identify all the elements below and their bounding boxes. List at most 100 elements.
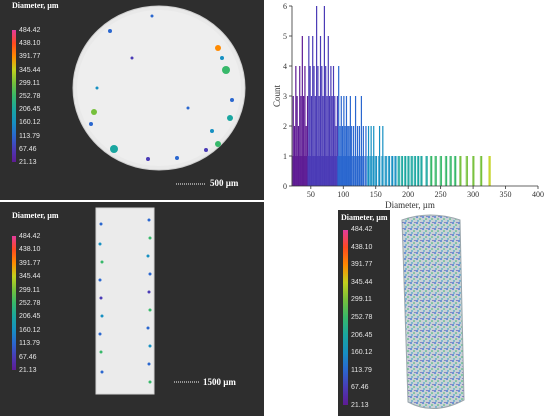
histogram-bar-fill — [420, 156, 423, 186]
legend-label: 484.42 — [19, 27, 41, 34]
legend-label: 484.42 — [19, 233, 41, 240]
legend-title: Diameter, µm — [12, 211, 59, 220]
histogram-bar — [309, 66, 311, 186]
legend-label: 391.77 — [351, 261, 373, 269]
histogram-bar — [322, 96, 324, 186]
histogram-bar-fill — [403, 156, 407, 186]
histogram-bar-fill — [327, 156, 331, 186]
legend-label: 438.10 — [351, 243, 373, 251]
legend-label: 21.13 — [19, 159, 37, 166]
histogram-bar-fill — [394, 156, 397, 186]
histogram-bar-fill — [472, 156, 475, 186]
histogram-bar-fill — [429, 156, 433, 186]
histogram-bar-fill — [364, 156, 367, 186]
volume-render-panel: Diameter, µm 484.42 438.10 391.77 345.44 299… — [338, 210, 550, 416]
histogram-bar-fill — [316, 156, 319, 186]
x-tick-label: 100 — [337, 190, 349, 199]
histogram-bar-fill — [295, 156, 298, 186]
x-tick-label: 250 — [435, 190, 447, 199]
legend-label: 484.42 — [351, 226, 373, 233]
histogram-bar-fill — [333, 156, 336, 186]
histogram-bar — [321, 66, 323, 186]
histogram-bar-fill — [331, 156, 335, 186]
histogram-bar-fill — [294, 156, 297, 186]
histogram-bar-fill — [348, 156, 352, 186]
histogram-bar-fill — [324, 156, 327, 186]
legend-label: 67.46 — [351, 384, 369, 392]
scale-bar-label: 1500 µm — [203, 377, 236, 387]
histogram-bar-fill — [315, 156, 318, 186]
histogram-bar-fill — [434, 156, 437, 186]
histogram-bar-fill — [465, 156, 469, 186]
histogram-bar-fill — [444, 156, 448, 186]
histogram-bar — [318, 96, 320, 186]
x-tick-label: 200 — [402, 190, 414, 199]
histogram-bar — [332, 66, 335, 186]
histogram-bar-fill — [479, 156, 483, 186]
pore-markers — [98, 218, 152, 384]
legend-label: 345.44 — [19, 273, 41, 281]
y-tick-label: 5 — [283, 32, 287, 41]
legend-label: 67.46 — [19, 353, 37, 361]
histogram-bar-fill — [343, 156, 346, 186]
histogram-bar-fill — [359, 156, 363, 186]
histogram-bar — [319, 36, 322, 186]
histogram-bar-fill — [347, 156, 350, 186]
histogram-bar-fill — [321, 156, 324, 186]
y-tick-label: 3 — [283, 92, 287, 101]
histogram-bar — [299, 66, 301, 186]
histogram-bar-fill — [309, 156, 313, 186]
histogram-bar-fill — [339, 156, 343, 186]
legend-label: 299.11 — [19, 79, 40, 87]
legend-label: 345.44 — [19, 66, 41, 74]
histogram-bar — [300, 96, 302, 186]
histogram-bar-fill — [361, 156, 365, 186]
histogram-bar — [325, 66, 327, 186]
histogram-bar-fill — [372, 156, 375, 186]
histogram-bar-fill — [390, 156, 394, 186]
histogram-bar-fill — [296, 156, 300, 186]
legend-label: 206.45 — [351, 331, 373, 339]
histogram-bar-fill — [416, 156, 420, 186]
histogram-bar-fill — [302, 156, 305, 186]
histogram-bar — [292, 96, 294, 186]
legend-labels: 484.42 438.10 391.77 345.44 299.11 252.78 206.… — [19, 27, 59, 167]
legend-gradient-bar — [12, 236, 16, 370]
histogram-bar-fill — [304, 156, 308, 186]
cross-section-view — [72, 5, 246, 185]
sample-slab — [95, 207, 155, 395]
histogram-bar-fill — [350, 156, 353, 186]
legend-label: 21.13 — [351, 402, 369, 409]
histogram-bar — [338, 66, 340, 186]
histogram-bar-fill — [312, 156, 315, 186]
histogram-bar-fill — [330, 156, 333, 186]
histogram-bar — [334, 96, 336, 186]
y-tick-label: 6 — [283, 2, 287, 11]
legend-label: 160.12 — [19, 119, 41, 127]
histogram-bar-fill — [410, 156, 413, 186]
histogram-bar — [301, 36, 303, 186]
y-tick-label: 1 — [283, 152, 287, 161]
histogram-bar — [354, 96, 357, 186]
legend-labels: 484.42 438.10 391.77 345.44 299.11 252.78 206.… — [19, 233, 59, 375]
histogram-bar — [303, 96, 305, 186]
histogram-bar-fill — [317, 156, 321, 186]
legend-label: 299.11 — [351, 296, 372, 304]
histogram-bar-fill — [413, 156, 417, 186]
legend-label: 21.13 — [19, 367, 37, 374]
histogram-bar — [340, 96, 342, 186]
longitudinal-section-panel: Diameter, µm 484.42 438.10 391.77 345.44 299… — [0, 202, 264, 416]
legend-label: 206.45 — [19, 106, 41, 114]
histogram-bar-fill — [353, 156, 357, 186]
x-tick-label: 400 — [532, 190, 544, 199]
histogram-bar-fill — [397, 156, 400, 186]
histogram-bar — [345, 96, 348, 186]
histogram-bar — [330, 66, 332, 186]
legend-label: 391.77 — [19, 259, 41, 267]
legend-label: 113.79 — [19, 132, 40, 140]
histogram-bar-fill — [453, 156, 457, 186]
histogram-bar — [327, 36, 329, 186]
histogram-bar-fill — [346, 156, 349, 186]
histogram-bar — [328, 96, 331, 186]
histogram-bar — [295, 66, 297, 186]
